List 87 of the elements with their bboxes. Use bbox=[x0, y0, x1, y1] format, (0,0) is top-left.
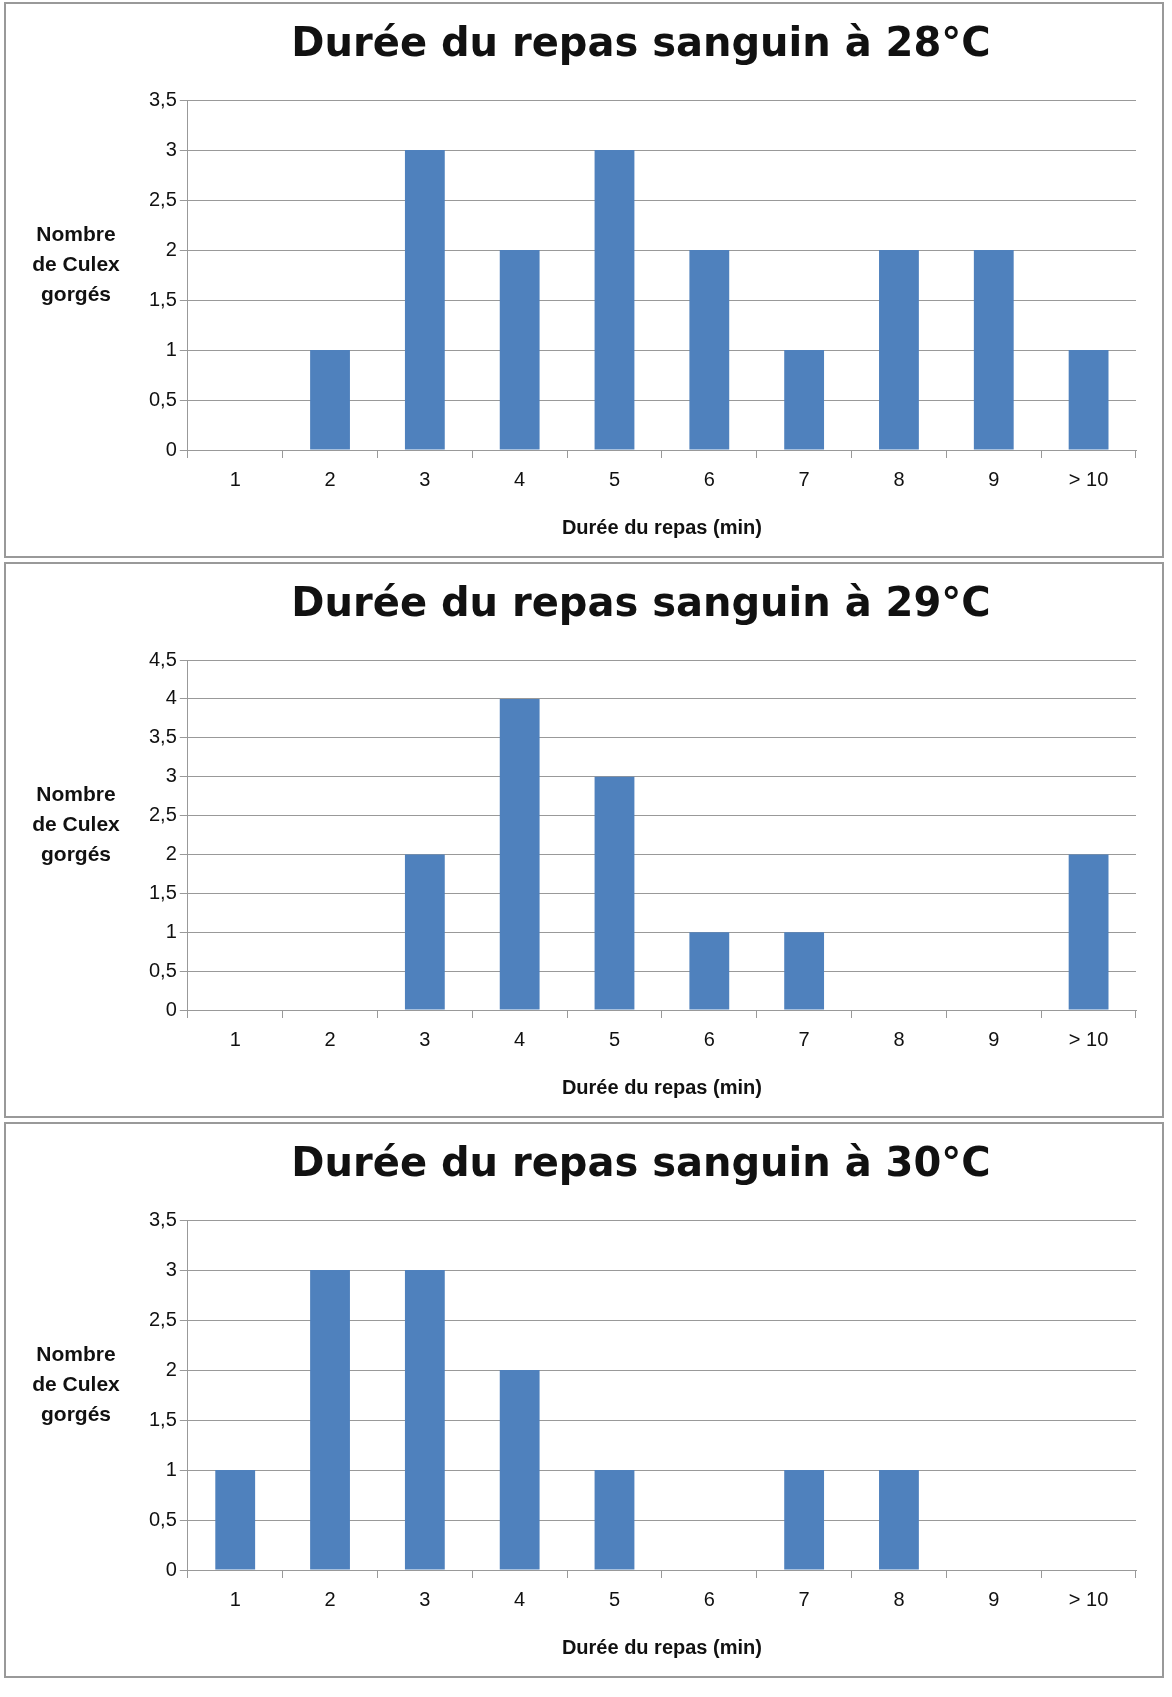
y-tick-label: 1,5 bbox=[148, 1407, 177, 1430]
y-tick-label: 0,5 bbox=[148, 958, 177, 981]
x-tick-label: 8 bbox=[893, 467, 905, 490]
bar bbox=[1068, 350, 1109, 450]
y-axis-title: Nombre de Culex gorgés bbox=[31, 1341, 121, 1427]
x-tick-label: 5 bbox=[608, 1587, 621, 1610]
x-tick-label: 5 bbox=[608, 467, 621, 490]
x-tick-label: 1 bbox=[229, 1587, 241, 1610]
chart-title: Durée du repas sanguin à 29°C bbox=[291, 579, 991, 626]
bar bbox=[404, 854, 445, 1010]
x-tick-label: 6 bbox=[703, 1587, 715, 1610]
x-tick-label: 1 bbox=[229, 1027, 241, 1050]
x-tick-label: 6 bbox=[703, 467, 715, 490]
x-tick-label: > 10 bbox=[1068, 1027, 1109, 1050]
x-tick-label: 9 bbox=[988, 1027, 1000, 1050]
bar bbox=[404, 1270, 445, 1570]
y-tick-label: 3 bbox=[165, 137, 177, 160]
y-tick-label: 4,5 bbox=[148, 647, 177, 670]
bar bbox=[879, 250, 919, 450]
bar bbox=[594, 776, 635, 1010]
chart-title: Durée du repas sanguin à 30°C bbox=[291, 1139, 991, 1186]
y-tick-label: 1 bbox=[165, 337, 177, 360]
x-tick-label: 6 bbox=[703, 1027, 715, 1050]
x-tick-label: 9 bbox=[988, 467, 1000, 490]
y-tick-label: 3 bbox=[165, 1257, 177, 1280]
bar bbox=[404, 150, 445, 450]
x-tick-label: 9 bbox=[988, 1587, 1000, 1610]
bar bbox=[499, 698, 540, 1010]
y-tick-label: 3,5 bbox=[148, 1207, 177, 1230]
x-tick-label: > 10 bbox=[1068, 1587, 1109, 1610]
bar bbox=[689, 250, 730, 450]
x-tick-label: 3 bbox=[419, 1027, 431, 1050]
bar bbox=[879, 1470, 919, 1570]
x-tick-label: 8 bbox=[893, 1587, 905, 1610]
x-tick-label: 3 bbox=[419, 1587, 431, 1610]
x-tick-label: > 10 bbox=[1068, 467, 1109, 490]
x-tick-label: 3 bbox=[419, 467, 431, 490]
x-tick-label: 1 bbox=[229, 467, 241, 490]
bar bbox=[310, 1270, 350, 1570]
x-tick-label: 2 bbox=[324, 1027, 336, 1050]
y-tick-label: 1,5 bbox=[148, 880, 177, 903]
y-tick-label: 2 bbox=[165, 1357, 177, 1380]
y-tick-label: 0 bbox=[165, 437, 177, 460]
x-tick-label: 4 bbox=[514, 467, 526, 490]
x-axis-title: Durée du repas (min) bbox=[561, 1075, 762, 1098]
y-tick-label: 4 bbox=[165, 686, 177, 709]
y-tick-label: 0 bbox=[165, 997, 177, 1020]
bar bbox=[784, 932, 825, 1010]
x-tick-label: 4 bbox=[514, 1587, 526, 1610]
y-tick-label: 3,5 bbox=[148, 725, 177, 748]
bar bbox=[594, 1470, 635, 1570]
chart-title: Durée du repas sanguin à 28°C bbox=[291, 19, 991, 66]
bar bbox=[973, 250, 1014, 450]
bar bbox=[784, 1470, 825, 1570]
x-tick-label: 2 bbox=[324, 467, 336, 490]
bar bbox=[784, 350, 825, 450]
x-axis-title: Durée du repas (min) bbox=[561, 1635, 762, 1658]
x-axis-title: Durée du repas (min) bbox=[561, 515, 762, 538]
y-tick-label: 0 bbox=[165, 1557, 177, 1580]
x-tick-label: 7 bbox=[798, 1587, 810, 1610]
bar bbox=[1068, 854, 1109, 1010]
x-tick-label: 7 bbox=[798, 467, 810, 490]
y-tick-label: 1 bbox=[165, 919, 177, 942]
y-tick-label: 2 bbox=[165, 841, 177, 864]
y-tick-label: 1,5 bbox=[148, 287, 177, 310]
y-tick-label: 0,5 bbox=[148, 1507, 177, 1530]
y-tick-label: 2 bbox=[165, 237, 177, 260]
x-tick-label: 4 bbox=[514, 1027, 526, 1050]
y-tick-label: 2,5 bbox=[148, 187, 177, 210]
bar bbox=[215, 1470, 256, 1570]
y-tick-label: 1 bbox=[165, 1457, 177, 1480]
y-axis-title: Nombre de Culex gorgés bbox=[31, 221, 121, 307]
x-tick-label: 7 bbox=[798, 1027, 810, 1050]
y-tick-label: 3,5 bbox=[148, 87, 177, 110]
y-tick-label: 0,5 bbox=[148, 387, 177, 410]
x-tick-label: 5 bbox=[608, 1027, 621, 1050]
y-tick-label: 3 bbox=[165, 764, 177, 787]
y-tick-label: 2,5 bbox=[148, 803, 177, 826]
bar bbox=[499, 1370, 540, 1570]
x-tick-label: 2 bbox=[324, 1587, 336, 1610]
bar bbox=[689, 932, 730, 1010]
y-tick-label: 2,5 bbox=[148, 1307, 177, 1330]
bar bbox=[310, 350, 350, 450]
x-tick-label: 8 bbox=[893, 1027, 905, 1050]
y-axis-title: Nombre de Culex gorgés bbox=[31, 781, 121, 867]
bar bbox=[594, 150, 635, 450]
bar bbox=[499, 250, 540, 450]
